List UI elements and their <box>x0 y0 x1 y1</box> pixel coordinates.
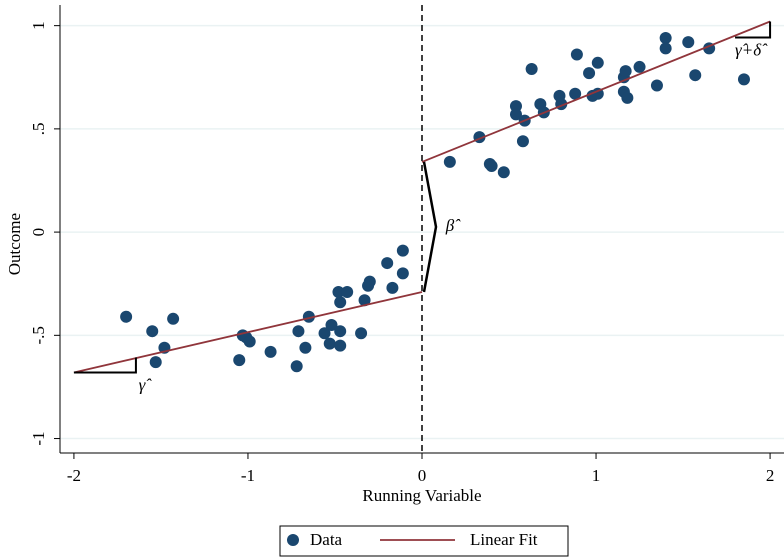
data-point <box>325 319 338 331</box>
data-point <box>591 56 604 69</box>
slope-marker <box>735 21 772 39</box>
data-point <box>363 275 376 288</box>
data-point <box>323 337 336 350</box>
data-point <box>737 73 750 86</box>
data-point <box>689 69 702 82</box>
data-point <box>650 79 663 92</box>
legend-marker <box>287 534 299 546</box>
data-point <box>318 327 331 340</box>
data-point <box>386 281 399 294</box>
data-point <box>341 285 354 298</box>
jump-brace <box>422 161 438 293</box>
annotation: γ̂ <box>139 375 153 394</box>
legend-label: Data <box>310 530 343 549</box>
data-point <box>233 354 246 367</box>
data-point <box>149 356 162 369</box>
data-point <box>243 335 256 348</box>
data-point <box>682 36 695 49</box>
y-tick-label: 1 <box>29 21 48 30</box>
x-axis-title: Running Variable <box>362 486 481 505</box>
data-point <box>299 341 312 354</box>
data-point <box>334 339 347 352</box>
slope-marker <box>73 357 137 374</box>
data-point <box>570 48 583 61</box>
data-point <box>396 267 409 280</box>
legend-box <box>279 525 569 557</box>
data-point <box>633 60 646 73</box>
data-point <box>396 244 409 257</box>
data-point <box>509 108 522 121</box>
data-point <box>292 325 305 338</box>
fit-line <box>421 20 771 163</box>
annotation: γ̂+δ̂ <box>735 40 768 59</box>
data-point <box>509 100 522 113</box>
data-point <box>485 160 498 173</box>
data-point <box>120 310 133 323</box>
y-axis-title: Outcome <box>5 213 24 275</box>
data-point <box>583 67 596 80</box>
data-point <box>381 257 394 270</box>
data-point <box>621 91 634 104</box>
data-point <box>553 89 566 102</box>
data-point <box>569 87 582 100</box>
data-point <box>443 155 456 168</box>
data-point <box>516 135 529 148</box>
data-point <box>334 296 347 309</box>
data-point <box>290 360 303 373</box>
data-point <box>591 87 604 100</box>
y-tick-label: -.5 <box>29 326 48 344</box>
data-point <box>146 325 159 338</box>
data-point <box>334 325 347 338</box>
data-point <box>497 166 510 179</box>
fit-line <box>73 291 423 374</box>
data-point <box>525 63 538 75</box>
x-tick-label: -1 <box>241 466 255 485</box>
y-tick-label: .5 <box>29 122 48 135</box>
x-tick-label: -2 <box>67 466 81 485</box>
data-point <box>358 294 371 307</box>
data-point <box>659 42 672 55</box>
y-tick-label: 0 <box>29 228 48 237</box>
y-tick-label: -1 <box>29 431 48 445</box>
x-tick-label: 1 <box>592 466 601 485</box>
data-point <box>332 285 345 298</box>
legend-label: Linear Fit <box>470 530 538 549</box>
x-tick-label: 0 <box>418 466 427 485</box>
x-tick-label: 2 <box>766 466 775 485</box>
data-point <box>619 65 632 78</box>
data-point <box>167 312 180 325</box>
data-point <box>659 32 672 45</box>
data-point <box>355 327 368 340</box>
data-point <box>264 345 277 358</box>
